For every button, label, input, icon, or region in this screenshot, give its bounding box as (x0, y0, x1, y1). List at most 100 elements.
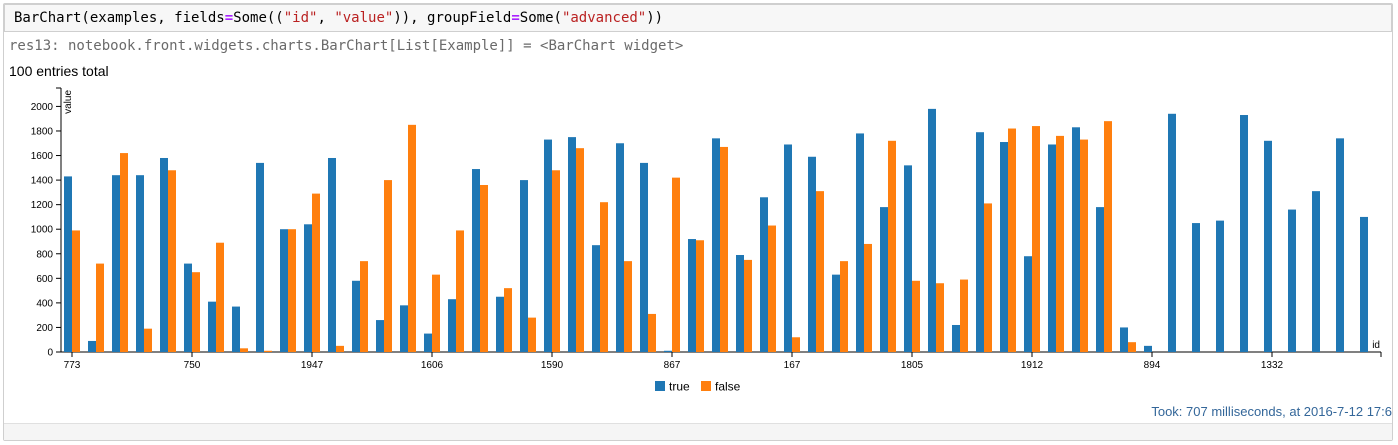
bar-false (792, 337, 800, 352)
bar-true (1288, 209, 1296, 352)
bar-false (768, 225, 776, 352)
bar-false (72, 230, 80, 352)
bar-false (576, 148, 584, 352)
bar-false (144, 328, 152, 352)
bar-true (736, 254, 744, 352)
legend-label-false: false (715, 380, 741, 394)
bar-true (256, 162, 264, 352)
x-axis-label: id (1372, 340, 1380, 351)
bar-true (784, 144, 792, 352)
x-tick-label: 167 (784, 360, 801, 371)
bar-true (928, 108, 936, 352)
bar-true (880, 207, 888, 352)
bar-false (840, 261, 848, 352)
y-tick-label: 1600 (31, 151, 54, 162)
x-tick-label: 1606 (421, 360, 444, 371)
bar-false (336, 345, 344, 352)
legend-swatch-false (701, 381, 711, 391)
bar-false (504, 288, 512, 352)
bar-false (528, 317, 536, 352)
bar-false (168, 170, 176, 352)
code-fn: BarChart(examples, fields (14, 10, 225, 26)
code-some-1: Some(( (233, 10, 284, 26)
bar-true (328, 157, 336, 352)
y-tick-label: 600 (36, 274, 53, 285)
bar-true (1072, 127, 1080, 352)
bar-true (472, 169, 480, 352)
bar-false (600, 202, 608, 352)
x-tick-label: 867 (664, 360, 681, 371)
bar-false (1008, 128, 1016, 352)
bar-true (616, 143, 624, 352)
bar-true (832, 274, 840, 352)
code-input[interactable]: BarChart(examples, fields=Some(("id", "v… (4, 4, 1392, 32)
x-tick-label: 773 (64, 360, 81, 371)
bar-true (1024, 256, 1032, 352)
took-text: Took: 707 milliseconds, at 2016-7-12 17:… (1151, 404, 1392, 419)
bar-true (232, 306, 240, 352)
bar-true (688, 239, 696, 352)
y-tick-label: 1800 (31, 126, 54, 137)
code-some-2: Some( (519, 10, 562, 26)
y-axis-label: value (63, 90, 74, 114)
bar-true (808, 156, 816, 352)
bar-true (1120, 327, 1128, 352)
bar-false (216, 242, 224, 352)
code-string-id: "id" (283, 10, 318, 26)
bar-false (888, 140, 896, 352)
bar-false (408, 124, 416, 352)
bar-false (552, 170, 560, 352)
x-tick-label: 750 (184, 360, 201, 371)
code-eq-2: = (511, 10, 520, 26)
bar-false (120, 153, 128, 352)
bar-false (1080, 139, 1088, 352)
bar-true (568, 137, 576, 352)
legend-label-true: true (669, 380, 690, 394)
bar-false (1104, 121, 1112, 352)
bar-true (400, 305, 408, 352)
x-tick-label: 1947 (301, 360, 324, 371)
bar-false (456, 230, 464, 352)
legend-swatch-true (655, 381, 665, 391)
bar-false (816, 191, 824, 352)
bar-false (480, 185, 488, 352)
code-string-value: "value" (334, 10, 394, 26)
bar-true (640, 162, 648, 352)
y-tick-label: 200 (36, 323, 53, 334)
bar-true (520, 180, 528, 352)
bar-true (352, 280, 360, 352)
bar-false (984, 203, 992, 352)
bar-true (856, 133, 864, 352)
bar-true (1240, 115, 1248, 353)
y-tick-label: 800 (36, 249, 53, 260)
bar-false (1056, 135, 1064, 352)
bar-true (376, 320, 384, 352)
y-tick-label: 0 (47, 348, 53, 359)
notebook-cell (3, 3, 1393, 441)
bar-false (672, 177, 680, 352)
bar-true (904, 165, 912, 352)
bar-false (912, 280, 920, 352)
y-tick-label: 1200 (31, 200, 54, 211)
bar-false (96, 263, 104, 352)
entries-total: 100 entries total (9, 63, 109, 79)
bar-true (1096, 207, 1104, 352)
bar-true (136, 175, 144, 352)
bar-true (88, 340, 96, 352)
bar-false (432, 274, 440, 352)
code-close-1: )), groupField (393, 10, 512, 26)
bar-true (496, 296, 504, 352)
bar-false (192, 272, 200, 352)
bar-false (720, 146, 728, 352)
bar-true (592, 245, 600, 352)
bar-false (1032, 126, 1040, 352)
bar-false (648, 313, 656, 352)
code-eq-1: = (224, 10, 234, 26)
bar-true (112, 175, 120, 352)
bar-true (1216, 220, 1224, 352)
bar-true (760, 197, 768, 352)
y-tick-label: 400 (36, 298, 53, 309)
bar-false (240, 348, 248, 352)
y-tick-label: 1400 (31, 176, 54, 187)
